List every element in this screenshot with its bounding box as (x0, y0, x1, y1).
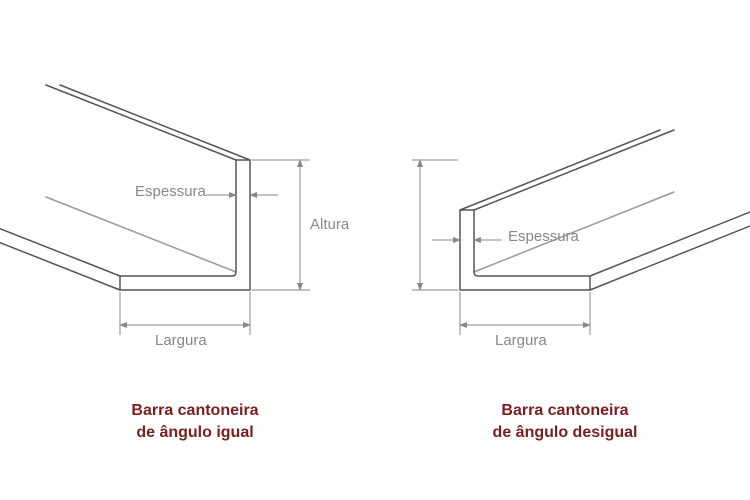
right-profile (460, 130, 750, 290)
right-caption: Barra cantoneira de ângulo desigual (455, 400, 675, 445)
right-caption-line2: de ângulo desigual (493, 424, 638, 441)
left-label-largura: Largura (155, 332, 207, 349)
diagram-container: Espessura Altura Largura Espessura Largu… (0, 0, 750, 500)
left-label-altura: Altura (310, 216, 349, 233)
right-front-face (460, 210, 590, 290)
left-caption-line2: de ângulo igual (136, 424, 253, 441)
right-dims (412, 160, 590, 335)
right-caption-line1: Barra cantoneira (501, 402, 628, 419)
left-inner-vert-extrude (46, 197, 236, 272)
left-caption-line1: Barra cantoneira (131, 402, 258, 419)
left-label-espessura: Espessura (135, 183, 206, 200)
left-top-extrude (46, 85, 250, 160)
left-caption: Barra cantoneira de ângulo igual (95, 400, 295, 445)
right-label-largura: Largura (495, 332, 547, 349)
left-profile (0, 85, 250, 290)
left-top-inner-extrude (42, 201, 232, 276)
right-label-espessura: Espessura (508, 228, 579, 245)
left-flange-top-extrude (0, 201, 120, 276)
